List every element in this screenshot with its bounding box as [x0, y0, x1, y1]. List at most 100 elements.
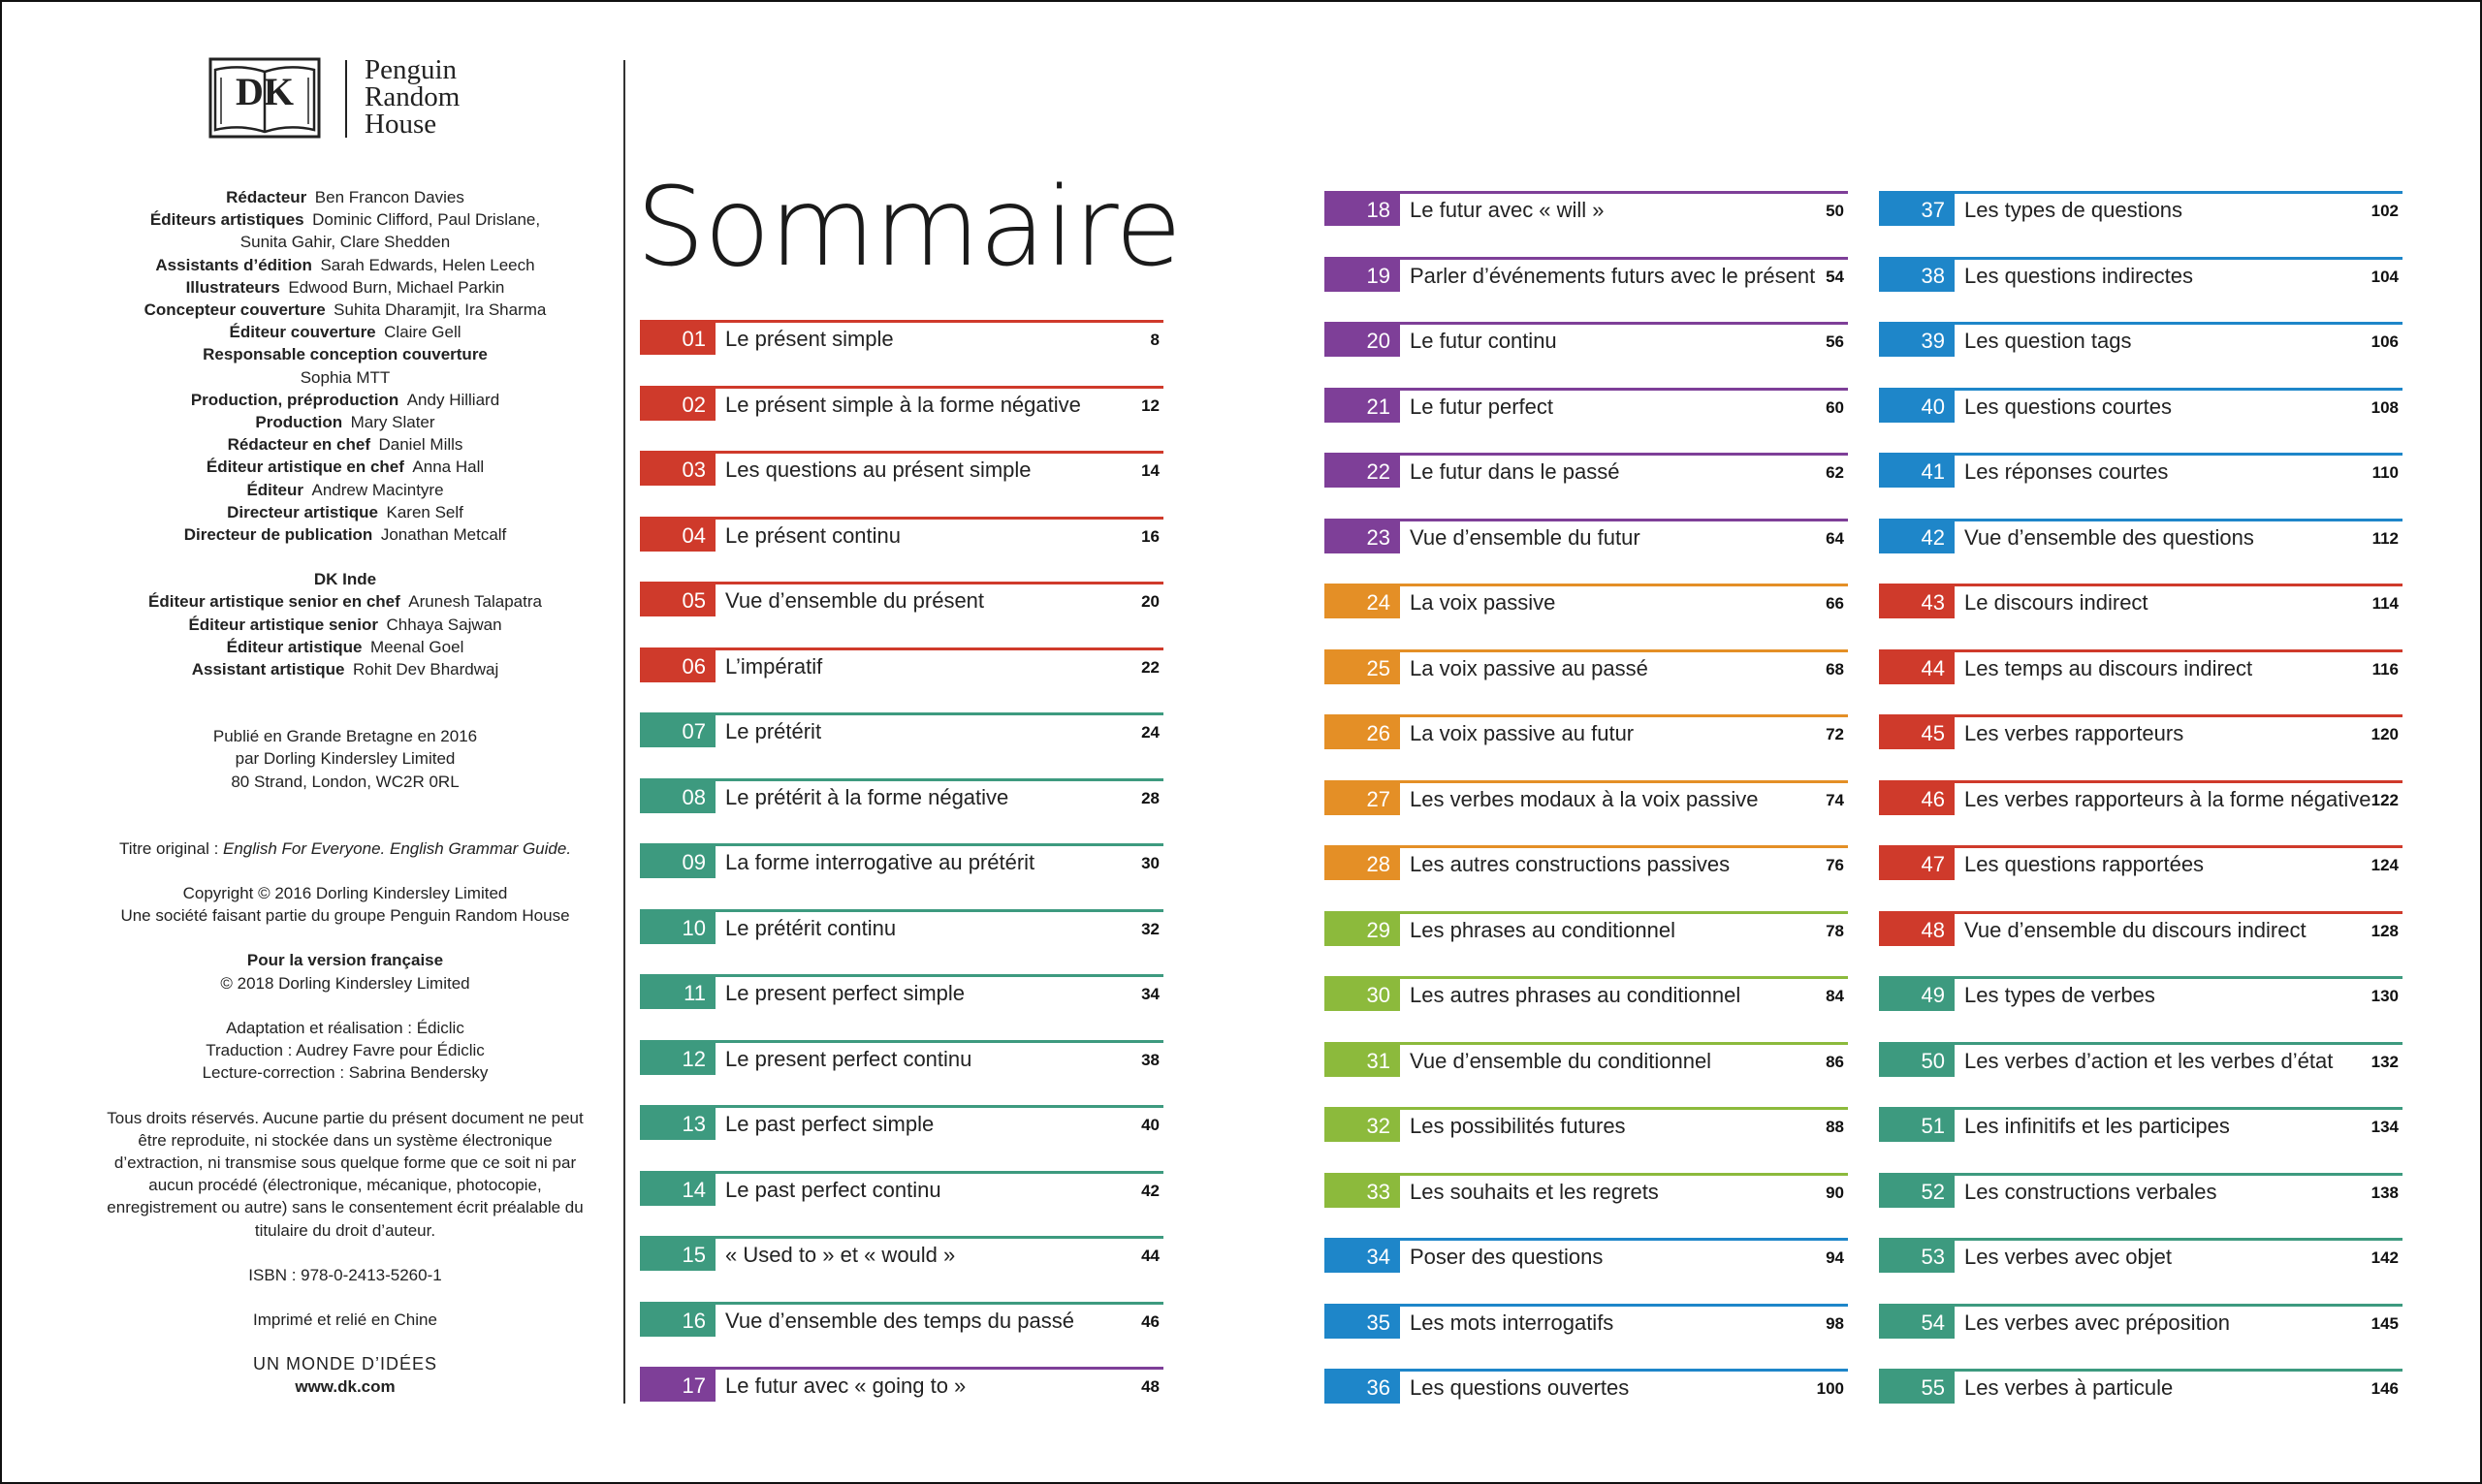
chapter-title: Le futur perfect [1410, 394, 1553, 419]
toc-entry[interactable]: 38 Les questions indirectes 104 [1879, 256, 2402, 296]
toc-entry[interactable]: 42 Vue d’ensemble des questions 112 [1879, 518, 2402, 557]
credit-line: Éditeur artistique en chef Anna Hall [80, 456, 611, 478]
credit-name: Jonathan Metcalf [372, 525, 507, 545]
chapter-title: Les constructions verbales [1964, 1179, 2217, 1204]
toc-entry[interactable]: 39 Les question tags 106 [1879, 322, 2402, 361]
toc-entry[interactable]: 47 Les questions rapportées 124 [1879, 845, 2402, 884]
toc-entry[interactable]: 22 Le futur dans le passé 62 [1324, 453, 1848, 491]
toc-entry[interactable]: 52 Les constructions verbales 138 [1879, 1172, 2402, 1212]
toc-entry[interactable]: 14 Le past perfect continu 42 [640, 1170, 1163, 1210]
credit-role: Éditeurs artistiques [149, 210, 304, 230]
dk-logo-text: DK [236, 70, 294, 113]
toc-entry[interactable]: 10 Le prétérit continu 32 [640, 908, 1163, 948]
toc-entry[interactable]: 18 Le futur avec « will » 50 [1324, 191, 1848, 230]
toc-entry[interactable]: 49 Les types de verbes 130 [1879, 976, 2402, 1015]
toc-rule [1324, 845, 1848, 848]
toc-entry[interactable]: 31 Vue d’ensemble du conditionnel 86 [1324, 1041, 1848, 1081]
publisher-line-3: House [365, 109, 437, 140]
toc-entry[interactable]: 34 Poser des questions 94 [1324, 1238, 1848, 1277]
toc-entry[interactable]: 54 Les verbes avec préposition 145 [1879, 1303, 2402, 1342]
page-number: 34 [1141, 985, 1160, 1003]
chapter-number-badge: 08 [640, 780, 716, 813]
toc-entry[interactable]: 25 La voix passive au passé 68 [1324, 648, 1848, 688]
credit-role: Production, préproduction [190, 390, 399, 409]
toc-entry[interactable]: 12 Le present perfect continu 38 [640, 1039, 1163, 1079]
spacer [80, 793, 611, 837]
toc-entry[interactable]: 43 Le discours indirect 114 [1879, 584, 2402, 622]
toc-entry[interactable]: 28 Les autres constructions passives 76 [1324, 845, 1848, 884]
credit-role: Illustrateurs [185, 277, 280, 297]
page-number: 50 [1826, 202, 1844, 220]
chapter-title: Les questions indirectes [1964, 263, 2194, 288]
chapter-title: Le past perfect continu [725, 1177, 941, 1202]
credit-role: Directeur artistique [227, 502, 378, 521]
credit-list: Rédacteur Ben Francon Davies Éditeurs art… [80, 186, 611, 546]
credit-line: Production Mary Slater [80, 411, 611, 433]
chapter-title: Le past perfect simple [725, 1112, 935, 1136]
toc-entry[interactable]: 23 Vue d’ensemble du futur 64 [1324, 518, 1848, 557]
page-number: 116 [2371, 659, 2399, 679]
toc-entry[interactable]: 16 Vue d’ensemble des temps du passé 46 [640, 1301, 1163, 1341]
toc-rule [1879, 976, 2402, 979]
toc-rule [1879, 584, 2402, 586]
toc-entry[interactable]: 05 Vue d’ensemble du présent 20 [640, 582, 1163, 620]
toc-entry[interactable]: 21 Le futur perfect 60 [1324, 387, 1848, 426]
toc-entry[interactable]: 15 « Used to » et « would » 44 [640, 1236, 1163, 1275]
chapter-number-badge: 14 [640, 1173, 716, 1206]
toc-entry[interactable]: 45 Les verbes rapporteurs 120 [1879, 714, 2402, 753]
toc-entry[interactable]: 46 Les verbes rapporteurs à la forme néga… [1879, 779, 2402, 819]
toc-entry[interactable]: 33 Les souhaits et les regrets 90 [1324, 1172, 1848, 1212]
toc-entry[interactable]: 53 Les verbes avec objet 142 [1879, 1238, 2402, 1277]
toc-entry[interactable]: 48 Vue d’ensemble du discours indirect 128 [1879, 910, 2402, 950]
toc-entry[interactable]: 13 Le past perfect simple 40 [640, 1105, 1163, 1144]
toc-entry[interactable]: 36 Les questions ouvertes 100 [1324, 1369, 1848, 1407]
chapter-title: Les temps au discours indirect [1964, 655, 2253, 680]
toc-entry[interactable]: 09 La forme interrogative au prétérit 30 [640, 843, 1163, 882]
page-number: 72 [1826, 725, 1844, 743]
chapter-title: La voix passive au passé [1410, 655, 1648, 680]
toc-rule [1879, 1238, 2402, 1241]
toc-entry[interactable]: 32 Les possibilités futures 88 [1324, 1107, 1848, 1146]
chapter-title: L’impératif [725, 653, 823, 679]
toc-entry[interactable]: 01 Le présent simple 8 [640, 320, 1163, 359]
toc-rule [1324, 1041, 1848, 1045]
website-link[interactable]: www.dk.com [295, 1377, 396, 1397]
credit-line: Responsable conception couverture [80, 343, 611, 365]
page-number: 20 [1141, 592, 1160, 611]
chapter-title: Le présent simple à la forme négative [725, 392, 1081, 417]
toc-entry[interactable]: 29 Les phrases au conditionnel 78 [1324, 910, 1848, 950]
toc-entry[interactable]: 02 Le présent simple à la forme négative 1… [640, 385, 1163, 425]
toc-entry[interactable]: 55 Les verbes à particule 146 [1879, 1369, 2402, 1407]
toc-rule [640, 516, 1163, 520]
toc-entry[interactable]: 35 Les mots interrogatifs 98 [1324, 1303, 1848, 1342]
toc-entry[interactable]: 06 L’impératif 22 [640, 647, 1163, 686]
toc-entry[interactable]: 30 Les autres phrases au conditionnel 84 [1324, 976, 1848, 1015]
toc-entry[interactable]: 40 Les questions courtes 108 [1879, 387, 2402, 426]
toc-entry[interactable]: 20 Le futur continu 56 [1324, 322, 1848, 361]
toc-entry[interactable]: 26 La voix passive au futur 72 [1324, 714, 1848, 753]
published-address: 80 Strand, London, WC2R 0RL [231, 772, 460, 791]
toc-entry[interactable]: 03 Les questions au présent simple 14 [640, 451, 1163, 489]
toc-entry[interactable]: 07 Le prétérit 24 [640, 712, 1163, 751]
toc-entry[interactable]: 27 Les verbes modaux à la voix passive 74 [1324, 779, 1848, 819]
original-title: Titre original : English For Everyone. E… [118, 838, 572, 858]
toc-entry[interactable]: 37 Les types de questions 102 [1879, 191, 2402, 230]
toc-entry[interactable]: 50 Les verbes d’action et les verbes d’ét… [1879, 1041, 2402, 1081]
toc-rule [1879, 910, 2402, 914]
toc-entry[interactable]: 44 Les temps au discours indirect 116 [1879, 648, 2402, 688]
toc-entry[interactable]: 41 Les réponses courtes 110 [1879, 453, 2402, 491]
logo-divider [345, 60, 347, 138]
toc-entry[interactable]: 51 Les infinitifs et les participes 134 [1879, 1107, 2402, 1146]
toc-entry[interactable]: 24 La voix passive 66 [1324, 584, 1848, 622]
chapter-title: Le prétérit continu [725, 915, 897, 940]
toc-entry[interactable]: 04 Le présent continu 16 [640, 516, 1163, 555]
toc-entry[interactable]: 17 Le futur avec « going to » 48 [640, 1367, 1163, 1405]
chapter-title: Les possibilités futures [1410, 1114, 1626, 1138]
chapter-number-badge: 47 [1879, 848, 1955, 880]
chapter-title: Les question tags [1964, 329, 2132, 353]
credit-role: Directeur de publication [183, 525, 373, 545]
toc-entry[interactable]: 11 Le present perfect simple 34 [640, 974, 1163, 1013]
toc-entry[interactable]: 19 Parler d’événements futurs avec le pré… [1324, 256, 1848, 296]
toc-entry[interactable]: 08 Le prétérit à la forme négative 28 [640, 777, 1163, 817]
chapter-number-badge: 22 [1324, 456, 1400, 488]
